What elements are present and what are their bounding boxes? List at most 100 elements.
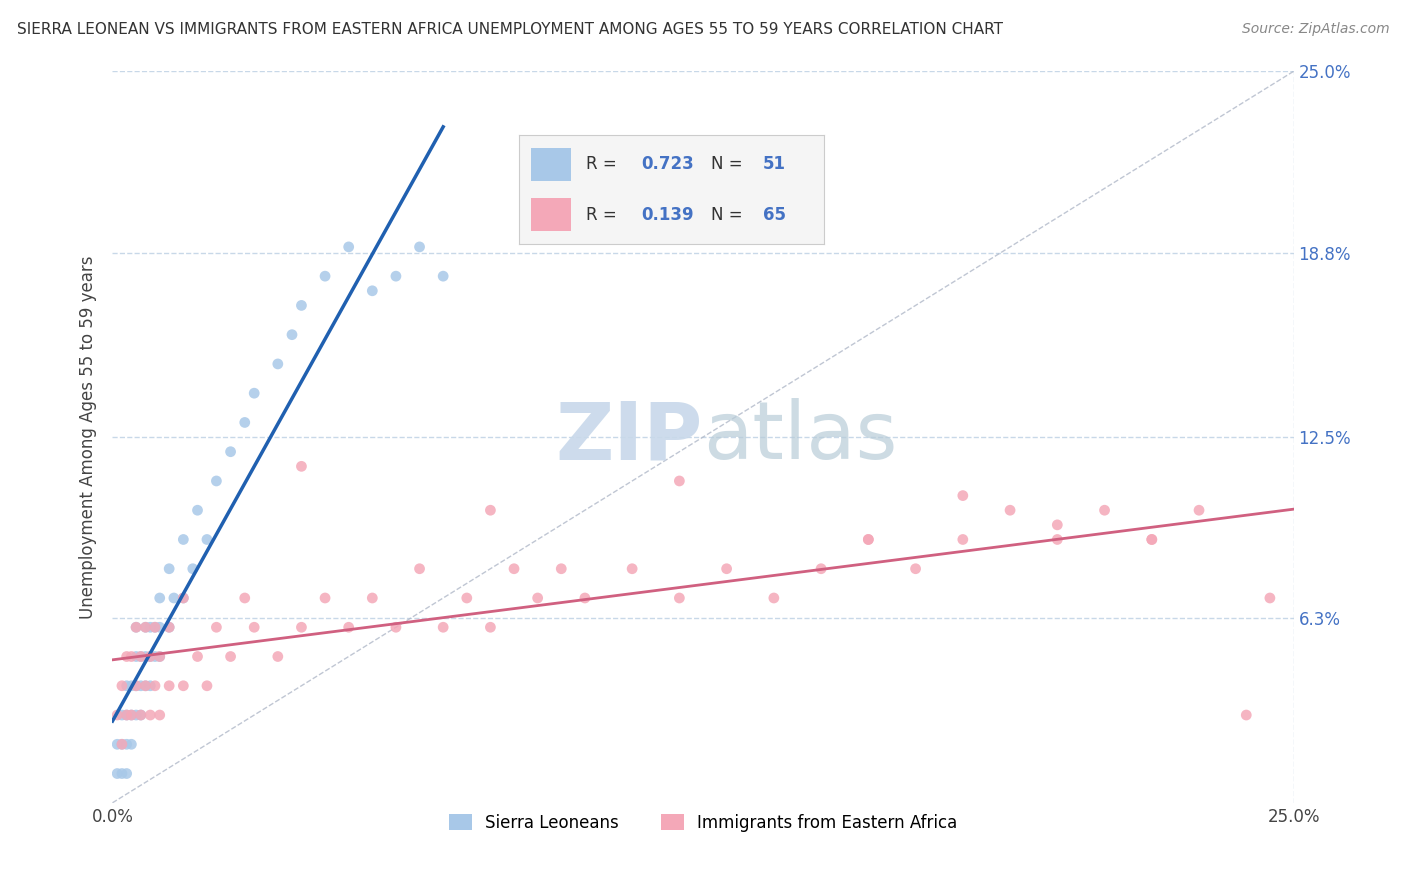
Point	[233, 591, 256, 605]
Point	[233, 416, 256, 430]
Point	[186, 649, 208, 664]
Point	[195, 533, 218, 547]
Point	[621, 562, 644, 576]
Point	[135, 620, 157, 634]
Point	[143, 649, 166, 664]
Point	[143, 620, 166, 634]
Point	[172, 591, 194, 605]
Point	[186, 503, 208, 517]
Point	[243, 386, 266, 401]
Point	[361, 284, 384, 298]
Text: ZIP: ZIP	[555, 398, 703, 476]
Point	[668, 474, 690, 488]
Point	[125, 620, 148, 634]
Text: R =: R =	[586, 155, 621, 173]
Point	[139, 620, 162, 634]
Text: SIERRA LEONEAN VS IMMIGRANTS FROM EASTERN AFRICA UNEMPLOYMENT AMONG AGES 55 TO 5: SIERRA LEONEAN VS IMMIGRANTS FROM EASTER…	[17, 22, 1002, 37]
Point	[120, 679, 142, 693]
Point	[361, 591, 384, 605]
Point	[125, 649, 148, 664]
Point	[111, 708, 134, 723]
Point	[290, 298, 312, 312]
Point	[550, 562, 572, 576]
Point	[120, 649, 142, 664]
Point	[143, 679, 166, 693]
Point	[1140, 533, 1163, 547]
Point	[149, 620, 172, 634]
Point	[172, 591, 194, 605]
Point	[1234, 708, 1257, 723]
Point	[267, 357, 290, 371]
Point	[267, 649, 290, 664]
Point	[111, 737, 134, 751]
Point	[219, 649, 242, 664]
Point	[111, 679, 134, 693]
Point	[149, 649, 172, 664]
Point	[456, 591, 478, 605]
Point	[904, 562, 927, 576]
Point	[172, 679, 194, 693]
Text: atlas: atlas	[703, 398, 897, 476]
Point	[479, 620, 502, 634]
Point	[125, 708, 148, 723]
Point	[1140, 533, 1163, 547]
Point	[120, 737, 142, 751]
Text: Source: ZipAtlas.com: Source: ZipAtlas.com	[1241, 22, 1389, 37]
Point	[858, 533, 880, 547]
Point	[1094, 503, 1116, 517]
Point	[574, 591, 596, 605]
Point	[115, 649, 138, 664]
Point	[105, 766, 128, 780]
Point	[952, 533, 974, 547]
Point	[135, 620, 157, 634]
Text: R =: R =	[586, 206, 621, 224]
Point	[115, 708, 138, 723]
Legend: Sierra Leoneans, Immigrants from Eastern Africa: Sierra Leoneans, Immigrants from Eastern…	[441, 807, 965, 838]
Text: 65: 65	[763, 206, 786, 224]
Point	[149, 591, 172, 605]
Point	[105, 708, 128, 723]
Point	[139, 649, 162, 664]
Point	[408, 240, 430, 254]
Point	[1046, 533, 1069, 547]
Point	[172, 533, 194, 547]
Point	[385, 620, 408, 634]
Text: N =: N =	[711, 155, 748, 173]
Point	[157, 562, 180, 576]
Point	[135, 679, 157, 693]
Point	[432, 620, 454, 634]
Point	[314, 269, 336, 284]
Point	[290, 620, 312, 634]
Point	[526, 591, 548, 605]
Point	[125, 620, 148, 634]
Point	[139, 679, 162, 693]
Point	[135, 649, 157, 664]
Point	[129, 708, 152, 723]
Point	[998, 503, 1021, 517]
Point	[115, 679, 138, 693]
Point	[125, 679, 148, 693]
FancyBboxPatch shape	[531, 148, 571, 181]
Point	[125, 679, 148, 693]
Point	[111, 766, 134, 780]
Point	[129, 649, 152, 664]
FancyBboxPatch shape	[531, 198, 571, 231]
Point	[762, 591, 785, 605]
Text: 51: 51	[763, 155, 786, 173]
Point	[105, 737, 128, 751]
Point	[120, 708, 142, 723]
Point	[1258, 591, 1281, 605]
Point	[479, 503, 502, 517]
Point	[115, 766, 138, 780]
Point	[115, 708, 138, 723]
Point	[810, 562, 832, 576]
Point	[314, 591, 336, 605]
Point	[1046, 517, 1069, 532]
Point	[111, 737, 134, 751]
Point	[337, 240, 360, 254]
Point	[157, 620, 180, 634]
Point	[243, 620, 266, 634]
Point	[120, 708, 142, 723]
Point	[149, 649, 172, 664]
Point	[181, 562, 204, 576]
